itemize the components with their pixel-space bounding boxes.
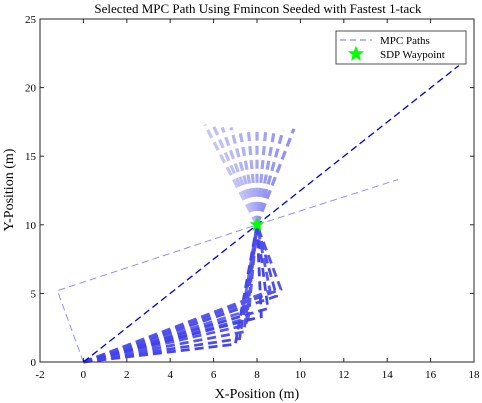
sdp-waypoint-star (249, 217, 265, 232)
x-tick-label-6: 10 (295, 369, 307, 381)
y-tick-label-0: 0 (31, 357, 37, 369)
y-tick-label-3: 15 (25, 151, 37, 163)
legend-mpc-label: MPC Paths (380, 35, 430, 47)
x-tick-label-0: -2 (35, 369, 44, 381)
x-axis-label: X-Position (m) (215, 387, 300, 402)
mpc-path-lower-7 (82, 224, 272, 364)
y-tick-label-5: 25 (25, 14, 37, 26)
x-axis-ticks: -2 0 2 4 6 8 10 12 14 16 18 (35, 19, 480, 381)
mpc-path-lower-8 (82, 224, 283, 364)
legend-waypoint-star (347, 45, 365, 61)
x-tick-label-3: 4 (167, 369, 173, 381)
x-tick-label-2: 2 (124, 369, 130, 381)
x-tick-label-8: 14 (382, 369, 394, 381)
chart-title: Selected MPC Path Using Fmincon Seeded w… (94, 1, 422, 16)
mpc-path-lower-9 (82, 224, 279, 364)
y-tick-label-1: 5 (31, 288, 37, 300)
x-tick-label-4: 6 (211, 369, 217, 381)
mpc-path-lower-11 (83, 224, 263, 364)
x-tick-label-1: 0 (81, 369, 87, 381)
y-tick-label-4: 20 (25, 83, 37, 95)
x-tick-label-10: 18 (469, 369, 481, 381)
y-axis-label: Y-Position (m) (2, 148, 17, 231)
mpc-path-upper-9 (255, 129, 285, 226)
mpc-path-lower-6 (83, 224, 259, 364)
y-tick-label-2: 10 (25, 220, 37, 232)
mpc-path-outlier (56, 179, 399, 363)
x-tick-label-5: 8 (254, 369, 260, 381)
legend: MPC Paths SDP Waypoint (335, 30, 467, 65)
y-axis-ticks: 0 5 10 15 20 25 (25, 14, 474, 369)
x-tick-label-9: 16 (425, 369, 437, 381)
legend-waypoint-label: SDP Waypoint (380, 49, 445, 61)
mpc-path-upper-10 (255, 128, 296, 226)
selected-mpc-path (82, 65, 460, 363)
x-tick-label-7: 12 (338, 369, 349, 381)
mpc-path-lower-5 (83, 224, 259, 364)
data-layer (56, 65, 460, 364)
mpc-path-lower-10 (83, 224, 270, 364)
